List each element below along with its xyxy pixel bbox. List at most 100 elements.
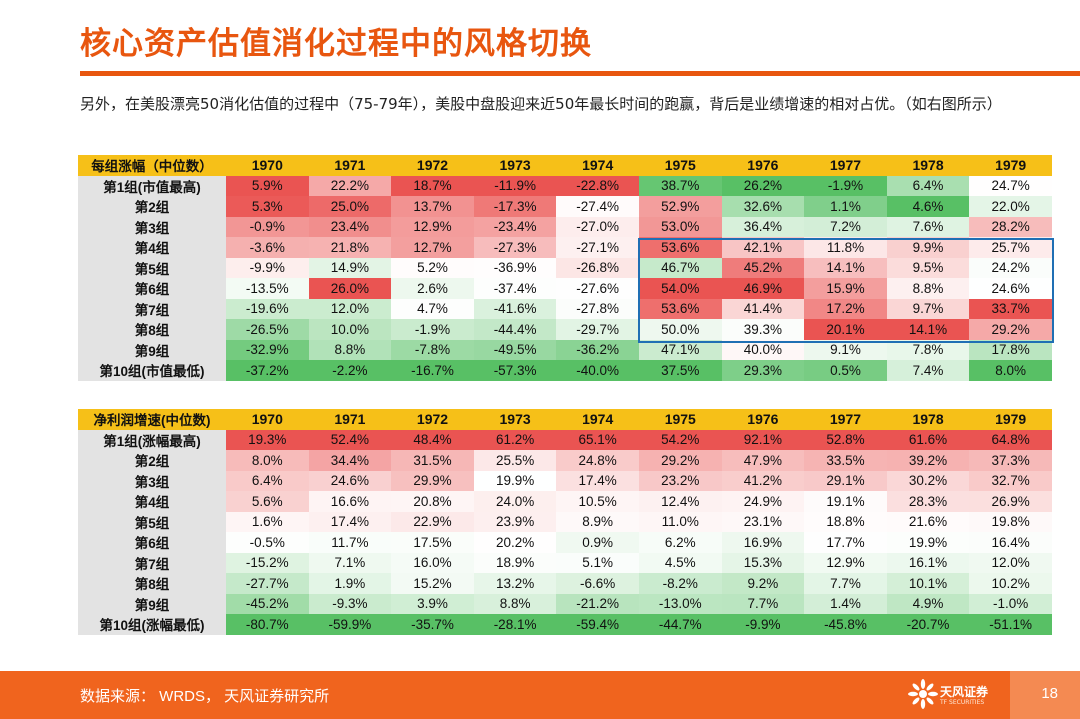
value-cell: -40.0%: [556, 360, 639, 381]
value-cell: 10.2%: [969, 573, 1052, 594]
value-cell: 45.2%: [721, 257, 805, 278]
value-cell: 53.6%: [638, 298, 722, 319]
row-label: 第3组: [78, 470, 226, 491]
value-cell: -32.9%: [226, 339, 309, 360]
value-cell: 16.4%: [969, 532, 1052, 553]
year-header: 1974: [556, 155, 639, 176]
value-cell: 10.0%: [308, 319, 392, 340]
profit-growth-table: 净利润增速(中位数) 1970 1971 1972 1973 1974 1975 1976 19…: [78, 409, 1052, 635]
value-cell: -1.9%: [804, 175, 887, 196]
value-cell: 10.1%: [886, 573, 970, 594]
value-cell: 53.6%: [638, 237, 722, 258]
table-row: 第2组 8.0% 34.4% 31.5% 25.5% 24.8% 29.2% 47.9% 33.…: [78, 450, 1052, 471]
value-cell: -45.2%: [226, 593, 309, 614]
year-header: 1979: [969, 409, 1052, 430]
value-cell: -57.3%: [473, 360, 557, 381]
year-header: 1975: [638, 409, 722, 430]
row-label: 第6组: [78, 532, 226, 553]
value-cell: 24.6%: [969, 278, 1052, 299]
value-cell: 9.7%: [886, 298, 970, 319]
value-cell: 26.2%: [721, 175, 805, 196]
value-cell: 34.4%: [308, 450, 392, 471]
value-cell: 64.8%: [969, 429, 1052, 450]
table-row: 第8组 -27.7% 1.9% 15.2% 13.2% -6.6% -8.2% 9.2% 7.7…: [78, 573, 1052, 594]
value-cell: 29.2%: [969, 319, 1052, 340]
value-cell: 16.6%: [308, 491, 392, 512]
value-cell: -36.9%: [473, 257, 557, 278]
value-cell: -13.0%: [638, 593, 722, 614]
value-cell: -29.7%: [556, 319, 639, 340]
value-cell: 16.9%: [721, 532, 805, 553]
value-cell: -59.9%: [308, 614, 392, 635]
footer-source: 数据来源： WRDS， 天风证券研究所: [80, 688, 330, 705]
row-label: 第3组: [78, 216, 226, 237]
value-cell: 20.1%: [804, 319, 887, 340]
value-cell: -37.2%: [226, 360, 309, 381]
value-cell: -28.1%: [473, 614, 557, 635]
value-cell: 25.7%: [969, 237, 1052, 258]
value-cell: 47.1%: [638, 339, 722, 360]
value-cell: 26.0%: [308, 278, 392, 299]
table-row: 第10组(涨幅最低) -80.7% -59.9% -35.7% -28.1% -59.4%…: [78, 614, 1052, 635]
value-cell: 54.0%: [638, 278, 722, 299]
value-cell: -22.8%: [556, 175, 639, 196]
value-cell: 92.1%: [721, 429, 805, 450]
value-cell: 46.7%: [638, 257, 722, 278]
value-cell: 61.2%: [473, 429, 557, 450]
value-cell: 7.2%: [804, 216, 887, 237]
value-cell: -20.7%: [886, 614, 970, 635]
value-cell: 41.4%: [721, 298, 805, 319]
row-label: 第4组: [78, 491, 226, 512]
value-cell: 52.4%: [308, 429, 392, 450]
value-cell: -27.1%: [556, 237, 639, 258]
value-cell: 23.4%: [308, 216, 392, 237]
value-cell: 1.6%: [226, 511, 309, 532]
value-cell: 29.2%: [638, 450, 722, 471]
value-cell: -26.5%: [226, 319, 309, 340]
table-row: 第4组 5.6% 16.6% 20.8% 24.0% 10.5% 12.4% 24.9% 19.…: [78, 491, 1052, 512]
value-cell: -6.6%: [556, 573, 639, 594]
value-cell: 28.2%: [969, 216, 1052, 237]
table-corner-label: 每组涨幅（中位数）: [78, 155, 226, 176]
table-row: 第5组 -9.9% 14.9% 5.2% -36.9% -26.8% 46.7% 45.2% 1…: [78, 257, 1052, 278]
value-cell: -9.3%: [308, 593, 392, 614]
value-cell: -51.1%: [969, 614, 1052, 635]
page-subtitle: 另外，在美股漂亮50消化估值的过程中（75-79年），美股中盘股迎来近50年最长…: [80, 95, 1002, 113]
year-header: 1978: [886, 409, 970, 430]
value-cell: 25.5%: [473, 450, 557, 471]
value-cell: 19.9%: [473, 470, 557, 491]
value-cell: 7.4%: [886, 360, 970, 381]
value-cell: 33.5%: [804, 450, 887, 471]
value-cell: -26.8%: [556, 257, 639, 278]
value-cell: 8.0%: [226, 450, 309, 471]
value-cell: 13.7%: [391, 196, 474, 217]
value-cell: -8.2%: [638, 573, 722, 594]
table-row: 第6组 -13.5% 26.0% 2.6% -37.4% -27.6% 54.0% 46.9%…: [78, 278, 1052, 299]
value-cell: -27.7%: [226, 573, 309, 594]
value-cell: 9.5%: [886, 257, 970, 278]
value-cell: -0.9%: [226, 216, 309, 237]
value-cell: -37.4%: [473, 278, 557, 299]
value-cell: 2.6%: [391, 278, 474, 299]
page-number: 18: [1041, 685, 1058, 702]
value-cell: 26.9%: [969, 491, 1052, 512]
table-row: 第9组 -45.2% -9.3% 3.9% 8.8% -21.2% -13.0% 7.7% 1.…: [78, 593, 1052, 614]
value-cell: 16.0%: [391, 552, 474, 573]
value-cell: 8.9%: [556, 511, 639, 532]
value-cell: 48.4%: [391, 429, 474, 450]
value-cell: -44.7%: [638, 614, 722, 635]
value-cell: -59.4%: [556, 614, 639, 635]
year-header: 1970: [226, 409, 309, 430]
value-cell: 8.8%: [886, 278, 970, 299]
header-row: 每组涨幅（中位数） 1970 1971 1972 1973 1974 1975 1976 197…: [78, 155, 1052, 176]
value-cell: -1.0%: [969, 593, 1052, 614]
table-row: 第3组 6.4% 24.6% 29.9% 19.9% 17.4% 23.2% 41.2% 29.…: [78, 470, 1052, 491]
value-cell: 17.2%: [804, 298, 887, 319]
value-cell: 40.0%: [721, 339, 805, 360]
value-cell: 29.3%: [721, 360, 805, 381]
value-cell: 12.9%: [391, 216, 474, 237]
value-cell: 19.1%: [804, 491, 887, 512]
value-cell: 12.7%: [391, 237, 474, 258]
value-cell: -1.9%: [391, 319, 474, 340]
value-cell: 7.7%: [804, 573, 887, 594]
